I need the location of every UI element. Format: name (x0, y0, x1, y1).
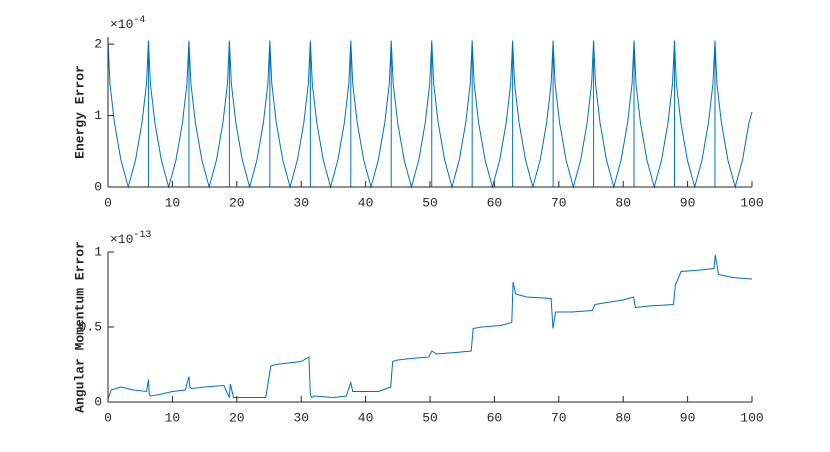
y-tick-label: 1 (94, 244, 102, 259)
data-line (107, 40, 753, 189)
y-exponent: ×10-4 (110, 15, 145, 33)
x-tick-label: 80 (615, 195, 631, 210)
y-tick-label: 2 (94, 37, 102, 52)
x-tick-label: 50 (422, 195, 438, 210)
x-tick-label: 0 (104, 195, 112, 210)
x-tick-label: 90 (680, 410, 696, 425)
y-axis-label: Angular Momentum Error (72, 241, 87, 413)
x-tick-label: 0 (104, 410, 112, 425)
y-tick-label: 0.5 (79, 319, 102, 334)
data-line (107, 254, 753, 400)
x-tick-label: 70 (551, 195, 567, 210)
x-tick-label: 30 (293, 195, 309, 210)
exponent-power: -13 (133, 230, 151, 241)
y-tick-label: 0 (94, 394, 102, 409)
exponent-power: -4 (133, 15, 145, 26)
x-tick-label: 30 (293, 410, 309, 425)
x-tick-label: 100 (740, 195, 763, 210)
y-tick-label: 1 (94, 108, 102, 123)
x-tick-label: 10 (165, 195, 181, 210)
x-tick-label: 70 (551, 410, 567, 425)
exponent-base: ×10 (110, 232, 133, 247)
x-tick-label: 50 (422, 410, 438, 425)
y-axis-label: Energy Error (72, 65, 87, 159)
x-tick-label: 20 (229, 195, 245, 210)
x-tick-label: 20 (229, 410, 245, 425)
exponent-base: ×10 (110, 17, 133, 32)
x-tick-label: 60 (487, 195, 503, 210)
y-tick-label: 0 (94, 179, 102, 194)
x-tick-label: 10 (165, 410, 181, 425)
x-tick-label: 100 (740, 410, 763, 425)
x-tick-label: 40 (358, 410, 374, 425)
y-exponent: ×10-13 (110, 230, 151, 248)
x-tick-label: 80 (615, 410, 631, 425)
x-tick-label: 90 (680, 195, 696, 210)
x-tick-label: 40 (358, 195, 374, 210)
x-tick-label: 60 (487, 410, 503, 425)
